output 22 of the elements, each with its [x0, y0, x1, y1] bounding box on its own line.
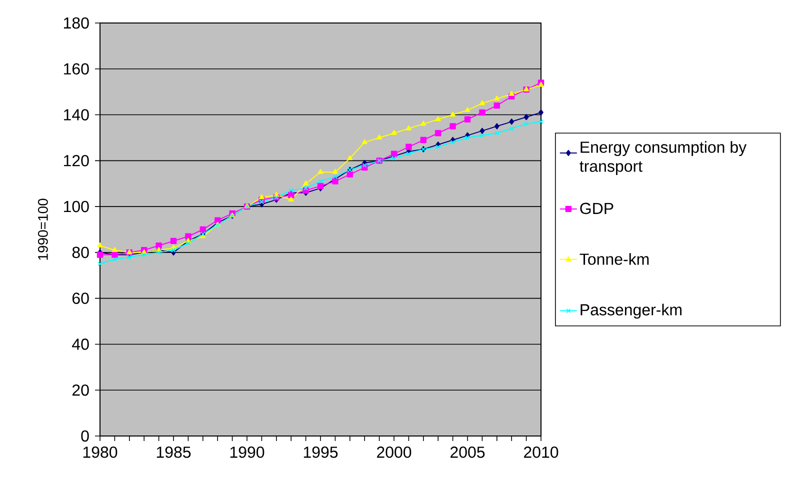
- x-tick-label: 1985: [156, 446, 191, 458]
- x-tick-label: 2005: [450, 446, 485, 458]
- y-tick-label: 160: [64, 63, 89, 75]
- legend-label: Tonne-km: [580, 253, 649, 265]
- y-tick-label: 140: [64, 109, 89, 120]
- y-tick-label: 20: [72, 384, 89, 396]
- legend-label: Passenger-km: [580, 304, 682, 319]
- x-tick-label: 1995: [304, 446, 338, 458]
- y-axis-title: 1990=100: [38, 198, 48, 260]
- y-tick-label: 0: [81, 430, 89, 442]
- x-tick-label: 1990: [230, 446, 264, 458]
- x-tick-label: 2000: [377, 446, 412, 458]
- x-tick-label: 1980: [83, 446, 118, 458]
- legend-label: GDP: [580, 202, 614, 214]
- y-tick-label: 180: [64, 17, 89, 29]
- y-tick-label: 100: [64, 200, 89, 212]
- y-tick-label: 80: [72, 246, 89, 258]
- y-tick-label: 40: [72, 338, 89, 350]
- y-tick-label: 60: [72, 292, 89, 304]
- legend-label: Energy consumption by transport: [580, 141, 747, 176]
- y-tick-label: 120: [64, 155, 89, 166]
- x-tick-label: 2010: [524, 446, 558, 458]
